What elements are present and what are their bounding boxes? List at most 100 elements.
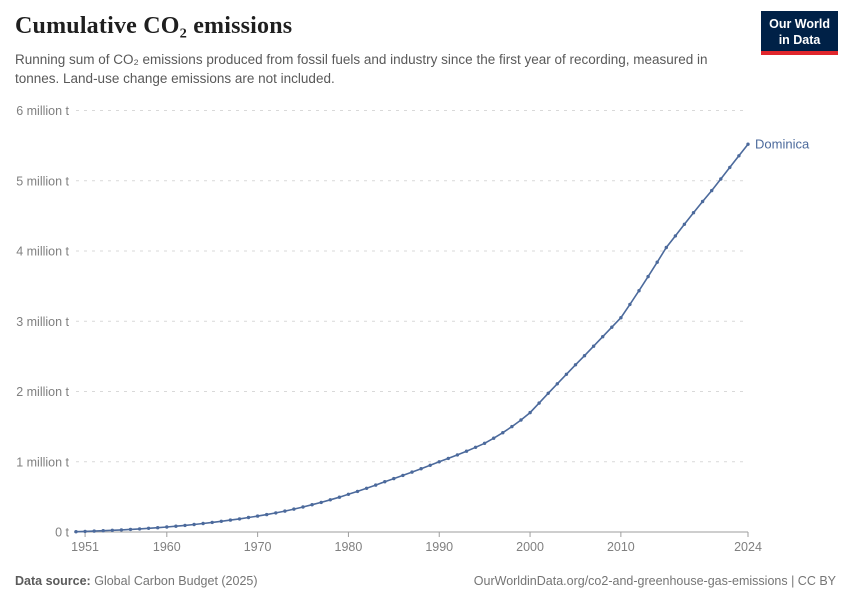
data-point bbox=[174, 524, 178, 528]
data-point bbox=[210, 520, 214, 525]
data-point bbox=[619, 316, 623, 320]
x-axis-tick-label: 2010 bbox=[607, 540, 635, 554]
data-point bbox=[292, 507, 296, 511]
data-point bbox=[401, 473, 405, 478]
data-point bbox=[165, 525, 169, 529]
data-point bbox=[455, 453, 460, 457]
owid-logo-line2: in Data bbox=[778, 33, 821, 47]
data-point bbox=[274, 511, 278, 515]
attribution-text: OurWorldinData.org/co2-and-greenhouse-ga… bbox=[473, 574, 836, 588]
y-axis-tick-label: 2 million t bbox=[16, 385, 69, 399]
data-point bbox=[383, 480, 387, 484]
data-point bbox=[265, 512, 269, 517]
chart-footer: Data source: Global Carbon Budget (2025)… bbox=[15, 574, 836, 588]
data-point bbox=[510, 424, 514, 429]
data-point bbox=[582, 354, 587, 358]
data-point bbox=[228, 518, 233, 522]
data-point bbox=[637, 289, 641, 293]
data-point bbox=[246, 515, 251, 520]
data-point bbox=[183, 523, 187, 528]
data-point bbox=[137, 527, 142, 531]
owid-logo-line1: Our World bbox=[769, 17, 830, 31]
data-point bbox=[410, 470, 414, 474]
data-point bbox=[746, 142, 750, 146]
x-axis-tick-label: 1980 bbox=[335, 540, 363, 554]
data-point bbox=[255, 514, 260, 518]
data-point bbox=[700, 199, 705, 204]
y-axis-tick-label: 0 t bbox=[55, 526, 69, 540]
data-point bbox=[201, 521, 205, 526]
data-point bbox=[737, 154, 741, 158]
x-axis-tick-label: 1970 bbox=[244, 540, 272, 554]
data-point bbox=[419, 467, 423, 471]
data-point bbox=[591, 344, 596, 348]
data-point bbox=[437, 460, 441, 464]
data-point bbox=[610, 325, 614, 329]
data-source-value: Global Carbon Budget (2025) bbox=[94, 574, 258, 588]
chart-subtitle: Running sum of CO₂ emissions produced fr… bbox=[15, 52, 708, 87]
x-axis-tick-label: 1990 bbox=[425, 540, 453, 554]
data-point bbox=[237, 517, 242, 521]
data-point bbox=[355, 489, 360, 494]
data-point bbox=[682, 222, 687, 226]
x-axis-tick-label: 1951 bbox=[71, 540, 99, 554]
y-axis-tick-label: 3 million t bbox=[16, 315, 69, 329]
data-point bbox=[74, 530, 78, 534]
data-point bbox=[364, 486, 369, 490]
data-point bbox=[319, 500, 323, 505]
data-point bbox=[473, 445, 478, 449]
series-label-dominica: Dominica bbox=[755, 137, 810, 152]
data-point bbox=[501, 431, 505, 435]
data-point bbox=[110, 528, 115, 532]
data-point bbox=[283, 509, 287, 513]
data-point bbox=[219, 519, 223, 523]
data-point bbox=[146, 526, 151, 530]
data-point bbox=[101, 529, 105, 533]
x-axis-tick-label: 2024 bbox=[734, 540, 762, 554]
data-point bbox=[646, 274, 650, 279]
data-point bbox=[519, 418, 523, 422]
data-point bbox=[374, 483, 378, 487]
data-point bbox=[346, 492, 351, 496]
x-axis-tick-label: 1960 bbox=[153, 540, 181, 554]
data-point bbox=[156, 526, 160, 530]
data-point bbox=[128, 527, 133, 532]
data-point bbox=[328, 498, 332, 502]
data-point bbox=[546, 391, 550, 395]
y-axis-tick-label: 5 million t bbox=[16, 174, 69, 188]
data-point bbox=[728, 165, 732, 170]
data-point bbox=[710, 188, 714, 193]
owid-logo: Our World in Data bbox=[761, 11, 838, 55]
data-source: Data source: Global Carbon Budget (2025) bbox=[15, 574, 258, 588]
data-point bbox=[192, 522, 196, 527]
chart-title: Cumulative CO₂ emissions bbox=[15, 13, 293, 39]
data-point bbox=[392, 476, 396, 481]
data-point bbox=[528, 410, 532, 415]
x-axis-tick-label: 2000 bbox=[516, 540, 544, 554]
data-point bbox=[564, 372, 569, 376]
data-point bbox=[492, 436, 496, 440]
data-point bbox=[601, 335, 605, 339]
data-point bbox=[428, 463, 432, 467]
data-point bbox=[119, 528, 124, 532]
y-axis-tick-label: 4 million t bbox=[16, 245, 69, 259]
data-point bbox=[482, 441, 487, 445]
data-source-label: Data source: bbox=[15, 574, 91, 588]
data-point bbox=[573, 363, 578, 367]
y-axis-tick-label: 1 million t bbox=[16, 455, 69, 469]
y-axis-tick-label: 6 million t bbox=[16, 104, 69, 118]
data-point bbox=[464, 449, 469, 453]
data-point bbox=[719, 177, 723, 181]
data-point bbox=[655, 260, 659, 264]
data-point bbox=[673, 234, 678, 238]
data-point bbox=[537, 401, 541, 405]
data-point bbox=[83, 529, 87, 534]
data-point bbox=[337, 495, 342, 499]
data-point bbox=[628, 302, 632, 307]
data-point bbox=[555, 382, 559, 386]
data-point bbox=[310, 503, 314, 507]
data-point bbox=[446, 456, 450, 461]
data-point bbox=[691, 211, 696, 215]
